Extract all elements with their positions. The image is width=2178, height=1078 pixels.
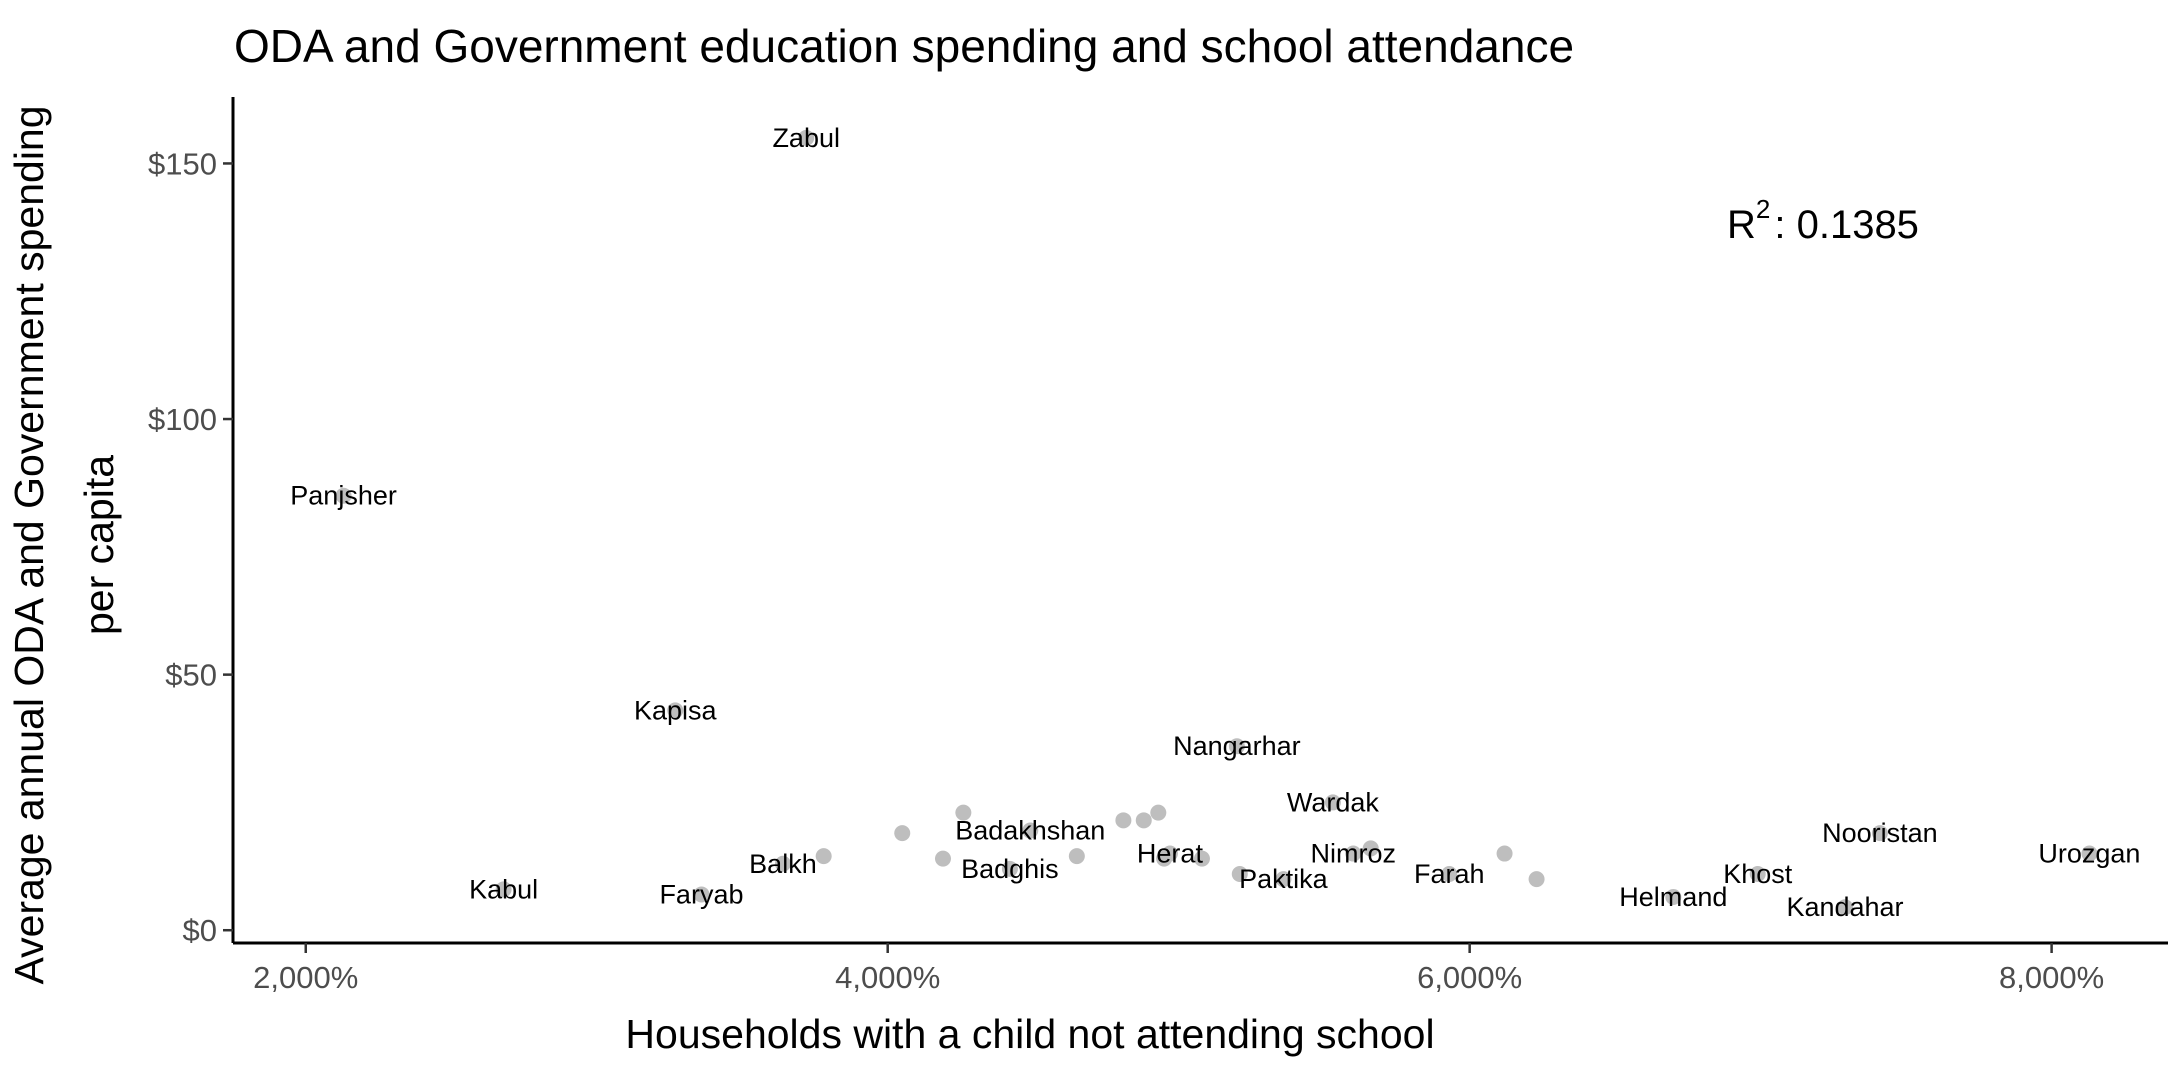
y-axis-title: Average annual ODA and Government spendi… (6, 105, 122, 984)
data-point (1135, 812, 1152, 829)
data-point (1156, 850, 1173, 867)
data-point (798, 129, 815, 146)
data-point (1275, 871, 1292, 888)
point-label: Kandahar (1786, 892, 1903, 922)
data-point (774, 855, 791, 872)
chart-title: ODA and Government education spending an… (234, 20, 1574, 72)
point-label: Paktika (1239, 864, 1329, 894)
data-point (1665, 888, 1682, 905)
point-label: Kabul (469, 874, 538, 904)
y-axis-title-line-2: per capita (76, 455, 122, 635)
point-label: Nooristan (1822, 818, 1938, 848)
data-point (495, 881, 512, 898)
data-point (1068, 848, 1085, 865)
y-tick-label: $100 (148, 402, 217, 437)
plot-area: $0 $50 $100 $150 2,000% 4,000% 6,000% 8,000% Zab… (148, 97, 2168, 995)
r2-annotation: R2: 0.1385 (1727, 194, 1919, 247)
point-label: Helmand (1619, 882, 1727, 912)
x-axis-title: Households with a child not attending sc… (625, 1011, 1434, 1057)
data-point (1150, 804, 1167, 821)
x-tick-label: 2,000% (253, 960, 358, 995)
x-tick-label: 8,000% (1999, 960, 2104, 995)
data-point (335, 487, 352, 504)
point-label: Panjsher (290, 481, 397, 511)
point-label: Balkh (749, 849, 817, 879)
data-point (667, 702, 684, 719)
r2-label: R (1727, 203, 1756, 247)
data-point (1115, 812, 1132, 829)
data-point (1837, 899, 1854, 916)
point-label: Farah (1414, 859, 1485, 889)
data-point (1362, 840, 1379, 857)
point-label: Herat (1137, 839, 1204, 869)
point-label: Badakhshan (955, 816, 1105, 846)
point-label: Nimroz (1311, 839, 1397, 869)
data-point (1022, 822, 1039, 839)
data-point (2081, 845, 2098, 862)
point-label: Nangarhar (1173, 731, 1301, 761)
x-tick-label: 4,000% (835, 960, 940, 995)
point-label: Kapisa (634, 695, 718, 725)
data-point (894, 825, 911, 842)
point-label: Khost (1723, 859, 1793, 889)
r2-superscript: 2 (1756, 194, 1770, 224)
data-point (955, 804, 972, 821)
data-point (1496, 845, 1513, 862)
r2-value: : 0.1385 (1774, 203, 1919, 247)
svg-text:R2: 0.1385: R2: 0.1385 (1727, 194, 1919, 247)
point-label: Wardak (1287, 787, 1380, 817)
point-label: Urozgan (2038, 839, 2140, 869)
data-point (1228, 738, 1245, 755)
data-point (934, 850, 951, 867)
point-label: Zabul (772, 123, 840, 153)
y-tick-label: $0 (183, 913, 217, 948)
data-point (815, 848, 832, 865)
data-point (693, 886, 710, 903)
y-tick-label: $50 (165, 658, 217, 693)
y-axis-title-line-1: Average annual ODA and Government spendi… (6, 105, 52, 984)
x-tick-label: 6,000% (1417, 960, 1522, 995)
data-point (1871, 825, 1888, 842)
data-point (1345, 845, 1362, 862)
data-point (1231, 865, 1248, 882)
data-point (1749, 865, 1766, 882)
data-point (1324, 794, 1341, 811)
point-label: Faryab (659, 879, 743, 909)
data-point (1193, 850, 1210, 867)
data-point (1528, 871, 1545, 888)
data-point (1001, 860, 1018, 877)
point-label: Badghis (961, 854, 1059, 884)
y-tick-label: $150 (148, 146, 217, 181)
data-point (1441, 865, 1458, 882)
